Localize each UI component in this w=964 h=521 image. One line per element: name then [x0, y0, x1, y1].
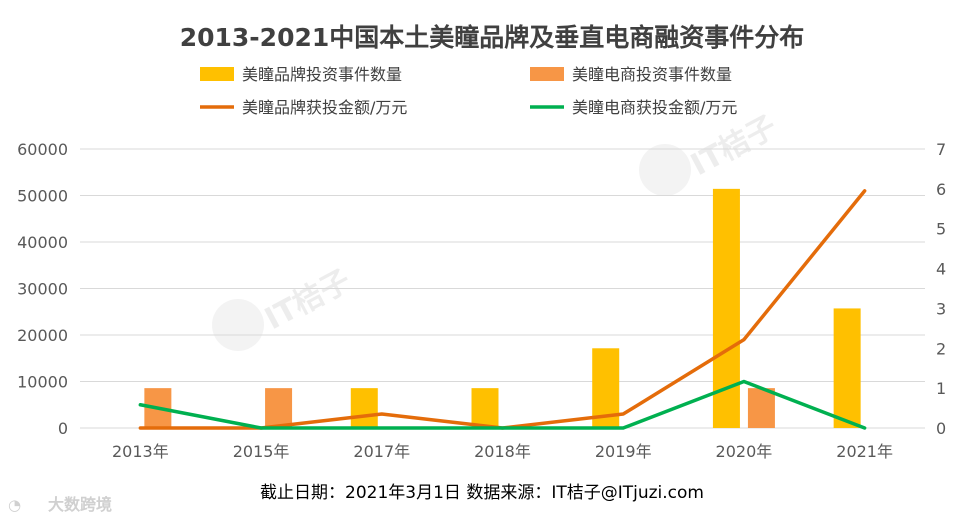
legend-label: 美瞳电商获投金额/万元	[572, 98, 737, 117]
x-tick-label: 2015年	[233, 442, 290, 461]
right-tick-label: 5	[936, 220, 946, 239]
right-tick-label: 1	[936, 379, 946, 398]
left-tick-label: 10000	[17, 373, 68, 392]
svg-text:IT桔子: IT桔子	[259, 263, 356, 337]
right-tick-label: 6	[936, 180, 946, 199]
right-tick-label: 2	[936, 339, 946, 358]
left-tick-label: 30000	[17, 280, 68, 299]
left-axis: 0 10000 20000 30000 40000 50000 60000	[17, 140, 68, 438]
right-tick-label: 7	[936, 140, 946, 159]
watermark-logo-1: IT桔子	[212, 263, 357, 351]
x-tick-label: 2019年	[595, 442, 652, 461]
svg-text:IT桔子: IT桔子	[685, 109, 782, 183]
legend-swatch	[200, 67, 234, 81]
right-tick-label: 3	[936, 299, 946, 318]
legend-label: 美瞳品牌获投金额/万元	[242, 98, 407, 117]
legend-item: 美瞳品牌获投金额/万元	[200, 98, 407, 117]
left-tick-label: 0	[58, 419, 68, 438]
left-tick-label: 20000	[17, 326, 68, 345]
bar	[833, 308, 861, 428]
lines	[138, 189, 867, 430]
legend-item: 美瞳电商获投金额/万元	[530, 98, 737, 117]
legend-label: 美瞳电商投资事件数量	[572, 65, 732, 84]
bar	[471, 388, 499, 428]
footer-note: 截止日期：2021年3月1日 数据来源：IT桔子@ITjuzi.com	[260, 483, 704, 503]
x-tick-label: 2021年	[836, 442, 893, 461]
right-tick-label: 0	[936, 419, 946, 438]
legend-item: 美瞳品牌投资事件数量	[200, 65, 402, 84]
left-tick-label: 50000	[17, 187, 68, 206]
x-axis: 2013年 2015年 2017年 2018年 2019年 2020年 2021年	[112, 442, 893, 461]
x-tick-label: 2018年	[474, 442, 531, 461]
legend-item: 美瞳电商投资事件数量	[530, 65, 732, 84]
corner-brand-icon: ◔	[8, 496, 21, 514]
bar	[747, 388, 775, 428]
right-tick-label: 4	[936, 260, 946, 279]
left-tick-label: 60000	[17, 140, 68, 159]
right-axis: 0 1 2 3 4 5 6 7	[936, 140, 946, 438]
legend-label: 美瞳品牌投资事件数量	[242, 65, 402, 84]
chart-title: 2013-2021中国本土美瞳品牌及垂直电商融资事件分布	[180, 23, 805, 52]
watermark-logo-2: IT桔子	[639, 109, 783, 196]
legend-swatch	[530, 67, 564, 81]
x-tick-label: 2020年	[716, 442, 773, 461]
svg-text:大数跨境: 大数跨境	[48, 495, 112, 514]
gridlines	[80, 148, 925, 429]
x-tick-label: 2013年	[112, 442, 169, 461]
bar	[350, 388, 378, 428]
left-tick-label: 40000	[17, 233, 68, 252]
x-tick-label: 2017年	[353, 442, 410, 461]
corner-brand: ◔ 大数跨境	[8, 495, 112, 514]
bar	[265, 388, 293, 428]
series-line	[138, 379, 867, 430]
